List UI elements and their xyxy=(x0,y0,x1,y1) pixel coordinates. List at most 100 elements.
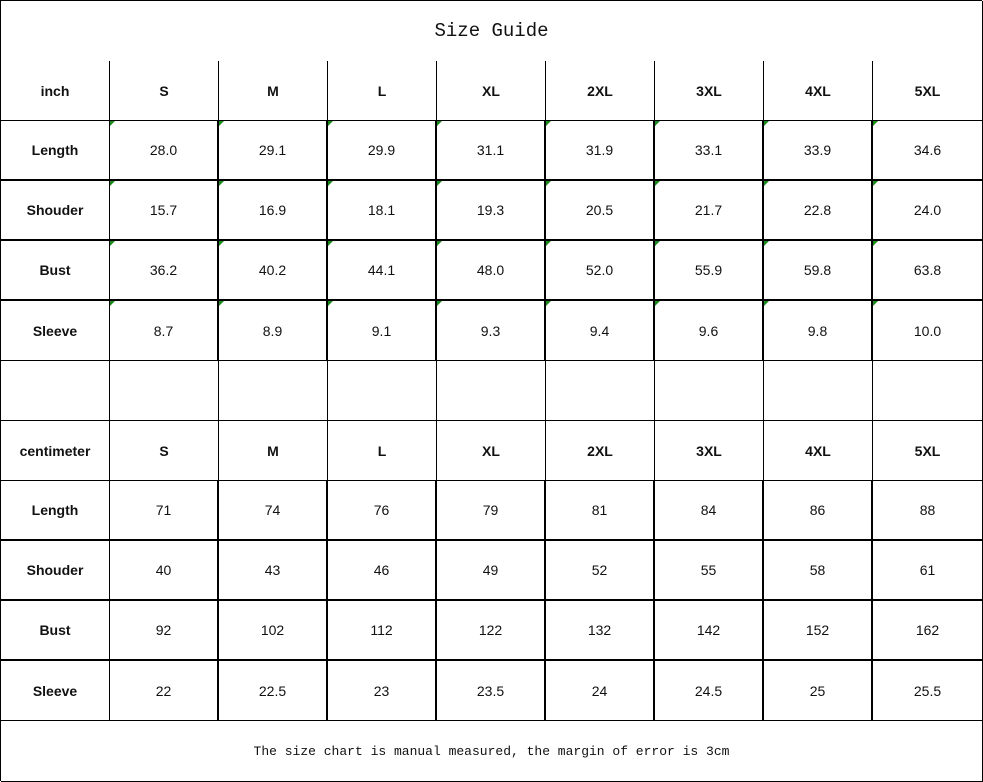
measurement-value[interactable]: 74 xyxy=(219,481,328,541)
size-header-3xl[interactable]: 3XL xyxy=(655,421,764,481)
measurement-value[interactable]: 22.8 xyxy=(764,181,873,241)
measurement-value[interactable]: 10.0 xyxy=(873,301,983,361)
empty-cell[interactable] xyxy=(219,361,328,421)
empty-cell[interactable] xyxy=(764,361,873,421)
size-header-2xl[interactable]: 2XL xyxy=(546,61,655,121)
measurement-label[interactable]: Sleeve xyxy=(1,301,110,361)
measurement-value[interactable]: 102 xyxy=(219,601,328,661)
measurement-value[interactable]: 23 xyxy=(328,661,437,721)
size-header-s[interactable]: S xyxy=(110,61,219,121)
measurement-value[interactable]: 142 xyxy=(655,601,764,661)
measurement-value[interactable]: 16.9 xyxy=(219,181,328,241)
size-header-3xl[interactable]: 3XL xyxy=(655,61,764,121)
measurement-value[interactable]: 18.1 xyxy=(328,181,437,241)
number-as-text-marker-icon xyxy=(110,181,115,186)
measurement-value[interactable]: 33.9 xyxy=(764,121,873,181)
size-header-s[interactable]: S xyxy=(110,421,219,481)
measurement-label[interactable]: Length xyxy=(1,481,110,541)
measurement-value[interactable]: 55.9 xyxy=(655,241,764,301)
measurement-value[interactable]: 52 xyxy=(546,541,655,601)
measurement-value[interactable]: 29.1 xyxy=(219,121,328,181)
empty-cell[interactable] xyxy=(655,361,764,421)
measurement-value[interactable]: 24.0 xyxy=(873,181,983,241)
size-header-2xl[interactable]: 2XL xyxy=(546,421,655,481)
measurement-value[interactable]: 44.1 xyxy=(328,241,437,301)
measurement-value[interactable]: 40.2 xyxy=(219,241,328,301)
measurement-value[interactable]: 22.5 xyxy=(219,661,328,721)
measurement-value[interactable]: 48.0 xyxy=(437,241,546,301)
measurement-value[interactable]: 31.9 xyxy=(546,121,655,181)
measurement-value[interactable]: 8.7 xyxy=(110,301,219,361)
measurement-value[interactable]: 15.7 xyxy=(110,181,219,241)
measurement-value[interactable]: 24.5 xyxy=(655,661,764,721)
measurement-value[interactable]: 79 xyxy=(437,481,546,541)
measurement-value[interactable]: 25.5 xyxy=(873,661,983,721)
measurement-value[interactable]: 92 xyxy=(110,601,219,661)
measurement-value[interactable]: 122 xyxy=(437,601,546,661)
measurement-value[interactable]: 84 xyxy=(655,481,764,541)
measurement-value[interactable]: 25 xyxy=(764,661,873,721)
measurement-value[interactable]: 28.0 xyxy=(110,121,219,181)
measurement-value[interactable]: 20.5 xyxy=(546,181,655,241)
measurement-label[interactable]: Length xyxy=(1,121,110,181)
measurement-value[interactable]: 9.3 xyxy=(437,301,546,361)
measurement-value[interactable]: 71 xyxy=(110,481,219,541)
measurement-value[interactable]: 152 xyxy=(764,601,873,661)
measurement-value[interactable]: 162 xyxy=(873,601,983,661)
measurement-value[interactable]: 31.1 xyxy=(437,121,546,181)
measurement-value[interactable]: 132 xyxy=(546,601,655,661)
measurement-value[interactable]: 34.6 xyxy=(873,121,983,181)
measurement-value[interactable]: 76 xyxy=(328,481,437,541)
measurement-label[interactable]: Shouder xyxy=(1,181,110,241)
size-header-xl[interactable]: XL xyxy=(437,61,546,121)
size-header-4xl[interactable]: 4XL xyxy=(764,61,873,121)
measurement-value[interactable]: 29.9 xyxy=(328,121,437,181)
size-header-l[interactable]: L xyxy=(328,421,437,481)
empty-cell[interactable] xyxy=(873,361,983,421)
size-header-5xl[interactable]: 5XL xyxy=(873,421,983,481)
size-header-5xl[interactable]: 5XL xyxy=(873,61,983,121)
measurement-value[interactable]: 9.4 xyxy=(546,301,655,361)
measurement-value[interactable]: 49 xyxy=(437,541,546,601)
unit-label[interactable]: centimeter xyxy=(1,421,110,481)
measurement-value[interactable]: 86 xyxy=(764,481,873,541)
size-header-xl[interactable]: XL xyxy=(437,421,546,481)
measurement-value[interactable]: 59.8 xyxy=(764,241,873,301)
unit-label[interactable]: inch xyxy=(1,61,110,121)
measurement-value[interactable]: 61 xyxy=(873,541,983,601)
measurement-value[interactable]: 33.1 xyxy=(655,121,764,181)
measurement-value[interactable]: 40 xyxy=(110,541,219,601)
measurement-value[interactable]: 63.8 xyxy=(873,241,983,301)
measurement-label[interactable]: Bust xyxy=(1,601,110,661)
measurement-value[interactable]: 88 xyxy=(873,481,983,541)
measurement-value[interactable]: 46 xyxy=(328,541,437,601)
measurement-value[interactable]: 8.9 xyxy=(219,301,328,361)
empty-cell[interactable] xyxy=(110,361,219,421)
empty-cell[interactable] xyxy=(328,361,437,421)
empty-cell[interactable] xyxy=(437,361,546,421)
measurement-value[interactable]: 23.5 xyxy=(437,661,546,721)
size-header-l[interactable]: L xyxy=(328,61,437,121)
measurement-value[interactable]: 58 xyxy=(764,541,873,601)
measurement-value[interactable]: 9.1 xyxy=(328,301,437,361)
size-header-m[interactable]: M xyxy=(219,61,328,121)
measurement-value[interactable]: 19.3 xyxy=(437,181,546,241)
measurement-value[interactable]: 24 xyxy=(546,661,655,721)
measurement-value[interactable]: 112 xyxy=(328,601,437,661)
measurement-value[interactable]: 22 xyxy=(110,661,219,721)
measurement-label[interactable]: Bust xyxy=(1,241,110,301)
measurement-value[interactable]: 36.2 xyxy=(110,241,219,301)
measurement-label[interactable]: Sleeve xyxy=(1,661,110,721)
measurement-value[interactable]: 81 xyxy=(546,481,655,541)
measurement-label[interactable]: Shouder xyxy=(1,541,110,601)
measurement-value[interactable]: 55 xyxy=(655,541,764,601)
measurement-value[interactable]: 9.6 xyxy=(655,301,764,361)
size-header-m[interactable]: M xyxy=(219,421,328,481)
measurement-value[interactable]: 52.0 xyxy=(546,241,655,301)
measurement-value[interactable]: 21.7 xyxy=(655,181,764,241)
measurement-value[interactable]: 9.8 xyxy=(764,301,873,361)
empty-cell[interactable] xyxy=(546,361,655,421)
size-header-4xl[interactable]: 4XL xyxy=(764,421,873,481)
empty-cell[interactable] xyxy=(1,361,110,421)
measurement-value[interactable]: 43 xyxy=(219,541,328,601)
